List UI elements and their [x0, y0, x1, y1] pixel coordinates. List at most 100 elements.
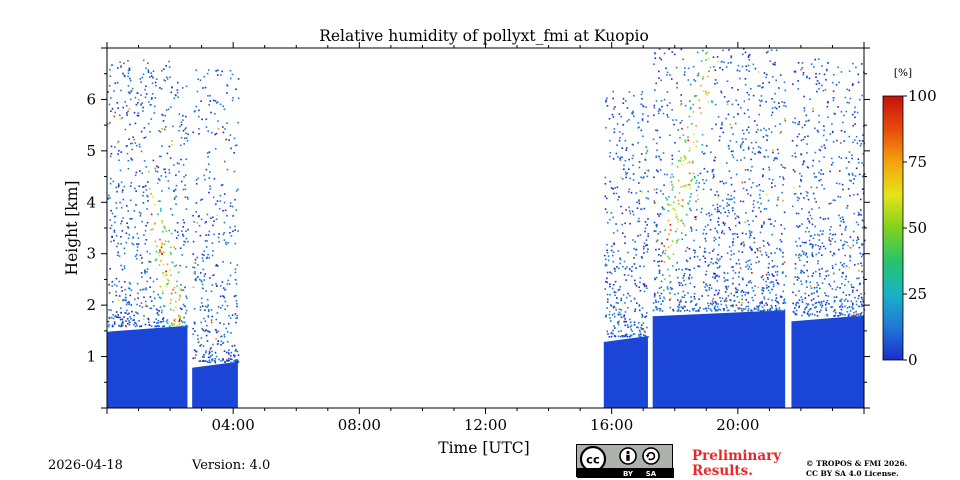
humidity-pixel [794, 170, 796, 173]
humidity-pixel [836, 139, 838, 142]
humidity-pixel [742, 149, 745, 151]
humidity-pixel [852, 141, 854, 144]
humidity-pixel [134, 325, 137, 328]
humidity-pixel [692, 111, 695, 113]
humidity-pixel [738, 283, 741, 286]
humidity-pixel [741, 242, 743, 245]
humidity-pixel [702, 232, 704, 235]
humidity-pixel [219, 322, 221, 324]
humidity-pixel [131, 242, 133, 245]
humidity-pixel [853, 139, 856, 141]
humidity-pixel [797, 199, 799, 202]
humidity-pixel [166, 278, 169, 281]
humidity-pixel [782, 166, 784, 168]
humidity-pixel [140, 103, 142, 106]
humidity-pixel [800, 271, 802, 274]
humidity-pixel [780, 224, 782, 226]
humidity-pixel [109, 122, 111, 124]
humidity-pixel [143, 127, 146, 129]
humidity-pixel [208, 361, 211, 364]
humidity-pixel [763, 296, 765, 298]
humidity-pixel [612, 333, 614, 335]
humidity-pixel [132, 319, 134, 322]
humidity-pixel [165, 230, 168, 232]
humidity-pixel [162, 120, 165, 122]
humidity-pixel [845, 298, 847, 301]
humidity-pixel [831, 238, 834, 240]
humidity-pixel [837, 106, 839, 108]
humidity-pixel [696, 194, 699, 197]
humidity-pixel [192, 327, 194, 330]
humidity-pixel [745, 233, 747, 235]
humidity-pixel [640, 256, 643, 258]
humidity-pixel [701, 144, 704, 146]
humidity-pixel [853, 264, 856, 266]
humidity-pixel [120, 89, 122, 92]
humidity-pixel [157, 166, 160, 169]
humidity-pixel [747, 301, 750, 304]
humidity-pixel [808, 220, 810, 222]
humidity-pixel [850, 283, 853, 286]
humidity-pixel [222, 126, 224, 128]
humidity-pixel [690, 230, 693, 232]
humidity-pixel [834, 309, 836, 311]
humidity-pixel [113, 321, 116, 323]
humidity-pixel [709, 284, 711, 286]
humidity-pixel [655, 224, 658, 227]
humidity-pixel [233, 137, 236, 140]
humidity-pixel [139, 170, 141, 172]
humidity-pixel [207, 316, 210, 318]
humidity-pixel [653, 188, 656, 191]
humidity-pixel [658, 112, 660, 115]
humidity-pixel [194, 262, 197, 264]
humidity-pixel [859, 314, 862, 317]
humidity-pixel [142, 191, 145, 194]
humidity-pixel [666, 74, 668, 76]
humidity-pixel [620, 297, 623, 300]
humidity-pixel [852, 314, 855, 317]
humidity-pixel [627, 292, 629, 295]
humidity-pixel [693, 249, 695, 252]
humidity-pixel [217, 236, 220, 239]
humidity-pixel [235, 361, 237, 363]
humidity-pixel [845, 157, 848, 159]
humidity-pixel [752, 182, 754, 184]
humidity-pixel [231, 345, 234, 347]
humidity-pixel [752, 147, 755, 150]
humidity-pixel [655, 142, 658, 145]
humidity-pixel [819, 287, 821, 290]
humidity-pixel [118, 295, 121, 297]
humidity-pixel [134, 122, 137, 125]
humidity-pixel [695, 216, 697, 218]
humidity-pixel [152, 159, 155, 162]
humidity-pixel [132, 237, 134, 239]
humidity-pixel [614, 106, 616, 108]
humidity-pixel [617, 313, 620, 316]
humidity-pixel [857, 211, 860, 214]
humidity-pixel [135, 258, 138, 260]
humidity-pixel [747, 193, 749, 195]
humidity-pixel [632, 173, 635, 175]
humidity-pixel [639, 265, 641, 268]
humidity-pixel [144, 272, 146, 274]
humidity-pixel [237, 359, 239, 362]
humidity-pixel [816, 80, 819, 82]
humidity-pixel [860, 255, 863, 258]
humidity-pixel [819, 216, 822, 219]
humidity-pixel [767, 199, 770, 202]
humidity-pixel [237, 354, 240, 356]
humidity-pixel [658, 70, 660, 73]
humidity-pixel [666, 287, 669, 289]
humidity-pixel [777, 199, 779, 201]
humidity-pixel [737, 236, 739, 238]
humidity-pixel [726, 198, 728, 200]
humidity-pixel [821, 267, 823, 270]
humidity-pixel [638, 305, 641, 307]
humidity-pixel [776, 157, 778, 160]
humidity-pixel [796, 276, 799, 278]
humidity-pixel [720, 127, 723, 129]
humidity-pixel [227, 360, 229, 362]
humidity-pixel [166, 283, 168, 285]
humidity-pixel [624, 235, 626, 238]
humidity-pixel [630, 191, 633, 194]
